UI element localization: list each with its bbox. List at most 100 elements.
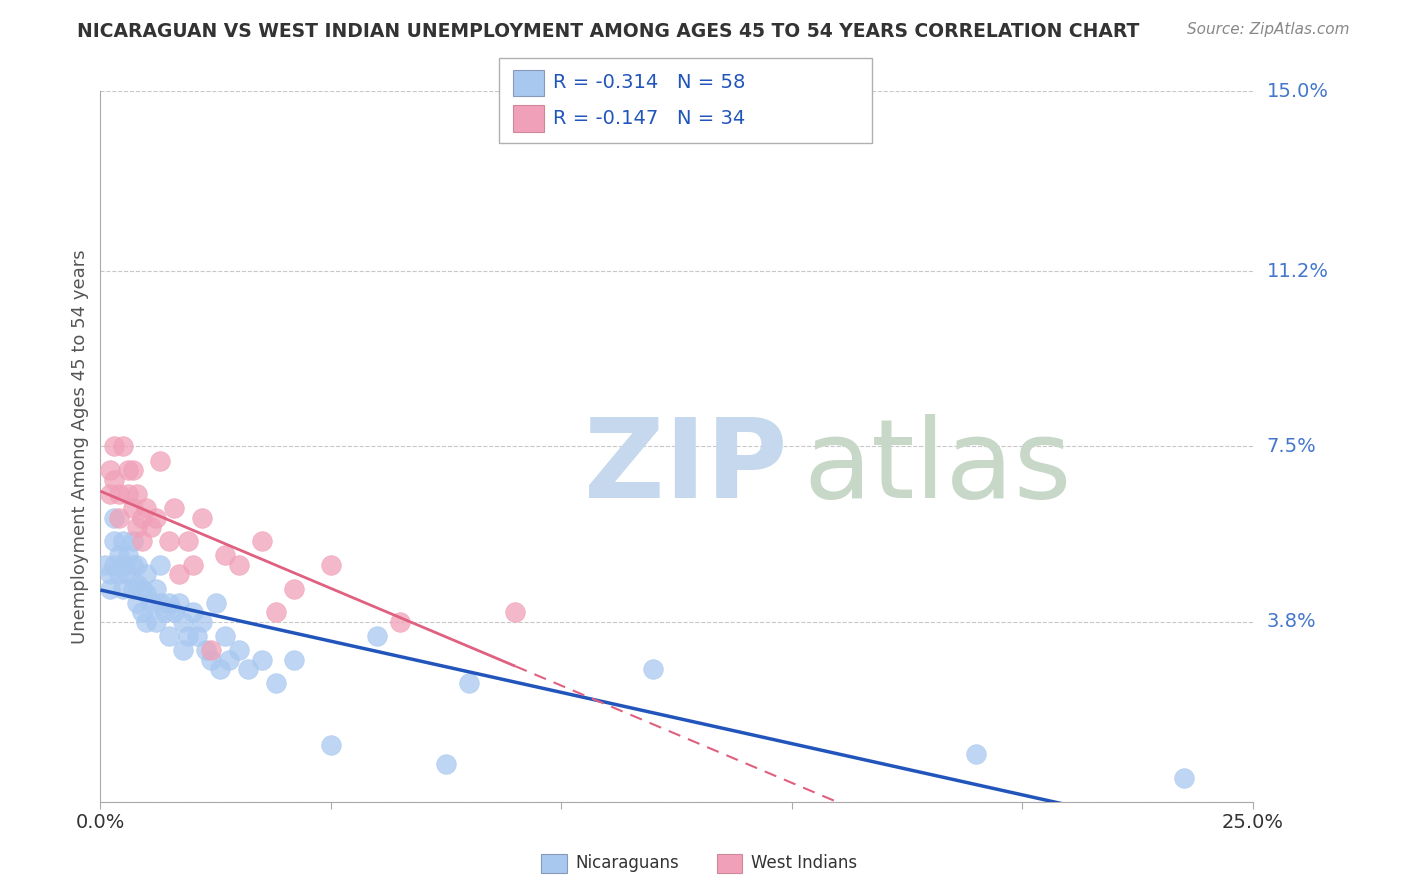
Point: [264, 605, 287, 619]
Point: [190, 510, 212, 524]
Point: [149, 453, 172, 467]
Point: [190, 615, 212, 629]
Point: [250, 652, 273, 666]
Point: [200, 643, 222, 657]
Point: [149, 558, 172, 572]
Point: [163, 605, 186, 619]
Point: [121, 501, 143, 516]
Point: [319, 558, 342, 572]
Point: [112, 534, 135, 549]
Text: 15.0%: 15.0%: [1267, 82, 1329, 101]
Point: [283, 582, 305, 596]
Point: [131, 582, 153, 596]
Point: [181, 558, 204, 572]
Point: [172, 615, 194, 629]
Point: [107, 487, 129, 501]
Point: [250, 534, 273, 549]
Text: atlas: atlas: [803, 414, 1071, 521]
Point: [218, 652, 240, 666]
Point: [103, 558, 125, 572]
Point: [131, 605, 153, 619]
Point: [121, 534, 143, 549]
Point: [965, 747, 987, 762]
Point: [181, 605, 204, 619]
Point: [167, 596, 190, 610]
Point: [366, 629, 388, 643]
Point: [121, 582, 143, 596]
Point: [177, 629, 200, 643]
Point: [94, 558, 117, 572]
Point: [112, 440, 135, 454]
Point: [214, 629, 236, 643]
Text: Source: ZipAtlas.com: Source: ZipAtlas.com: [1187, 22, 1350, 37]
Point: [127, 487, 149, 501]
Point: [135, 615, 157, 629]
Point: [388, 615, 411, 629]
Point: [103, 510, 125, 524]
Point: [458, 676, 481, 690]
Point: [112, 582, 135, 596]
Point: [135, 501, 157, 516]
Point: [149, 596, 172, 610]
Text: R = -0.314   N = 58: R = -0.314 N = 58: [553, 73, 745, 93]
Point: [103, 534, 125, 549]
Point: [204, 596, 226, 610]
Point: [264, 676, 287, 690]
Point: [117, 549, 139, 563]
Point: [127, 558, 149, 572]
Point: [145, 582, 167, 596]
Point: [236, 662, 259, 676]
Point: [98, 487, 121, 501]
Point: [139, 520, 162, 534]
Point: [98, 463, 121, 477]
Text: R = -0.147   N = 34: R = -0.147 N = 34: [553, 109, 745, 128]
Point: [107, 510, 129, 524]
Point: [98, 567, 121, 582]
Point: [1173, 771, 1195, 785]
Point: [159, 534, 181, 549]
Point: [186, 629, 208, 643]
Text: NICARAGUAN VS WEST INDIAN UNEMPLOYMENT AMONG AGES 45 TO 54 YEARS CORRELATION CHA: NICARAGUAN VS WEST INDIAN UNEMPLOYMENT A…: [77, 22, 1140, 41]
Point: [103, 473, 125, 487]
Point: [145, 510, 167, 524]
Point: [153, 605, 176, 619]
Point: [209, 662, 232, 676]
Point: [112, 558, 135, 572]
Point: [103, 440, 125, 454]
Point: [117, 487, 139, 501]
Point: [127, 596, 149, 610]
Point: [643, 662, 665, 676]
Point: [283, 652, 305, 666]
Point: [121, 558, 143, 572]
Point: [167, 567, 190, 582]
Point: [228, 558, 250, 572]
Point: [177, 534, 200, 549]
Point: [228, 643, 250, 657]
Point: [131, 510, 153, 524]
Text: 11.2%: 11.2%: [1267, 262, 1329, 281]
Point: [163, 501, 186, 516]
Point: [200, 652, 222, 666]
Point: [135, 586, 157, 600]
Point: [319, 738, 342, 752]
Point: [434, 756, 457, 771]
Point: [107, 567, 129, 582]
Point: [127, 576, 149, 591]
Point: [127, 520, 149, 534]
Point: [135, 567, 157, 582]
Point: [117, 567, 139, 582]
Point: [139, 596, 162, 610]
Text: 3.8%: 3.8%: [1267, 612, 1316, 632]
Point: [131, 534, 153, 549]
Text: West Indians: West Indians: [751, 855, 856, 872]
Point: [159, 629, 181, 643]
Point: [121, 463, 143, 477]
Text: 7.5%: 7.5%: [1267, 437, 1316, 456]
Point: [172, 643, 194, 657]
Point: [195, 643, 218, 657]
Point: [145, 615, 167, 629]
Y-axis label: Unemployment Among Ages 45 to 54 years: Unemployment Among Ages 45 to 54 years: [72, 249, 89, 644]
Text: Nicaraguans: Nicaraguans: [575, 855, 679, 872]
Point: [503, 605, 526, 619]
Point: [117, 463, 139, 477]
